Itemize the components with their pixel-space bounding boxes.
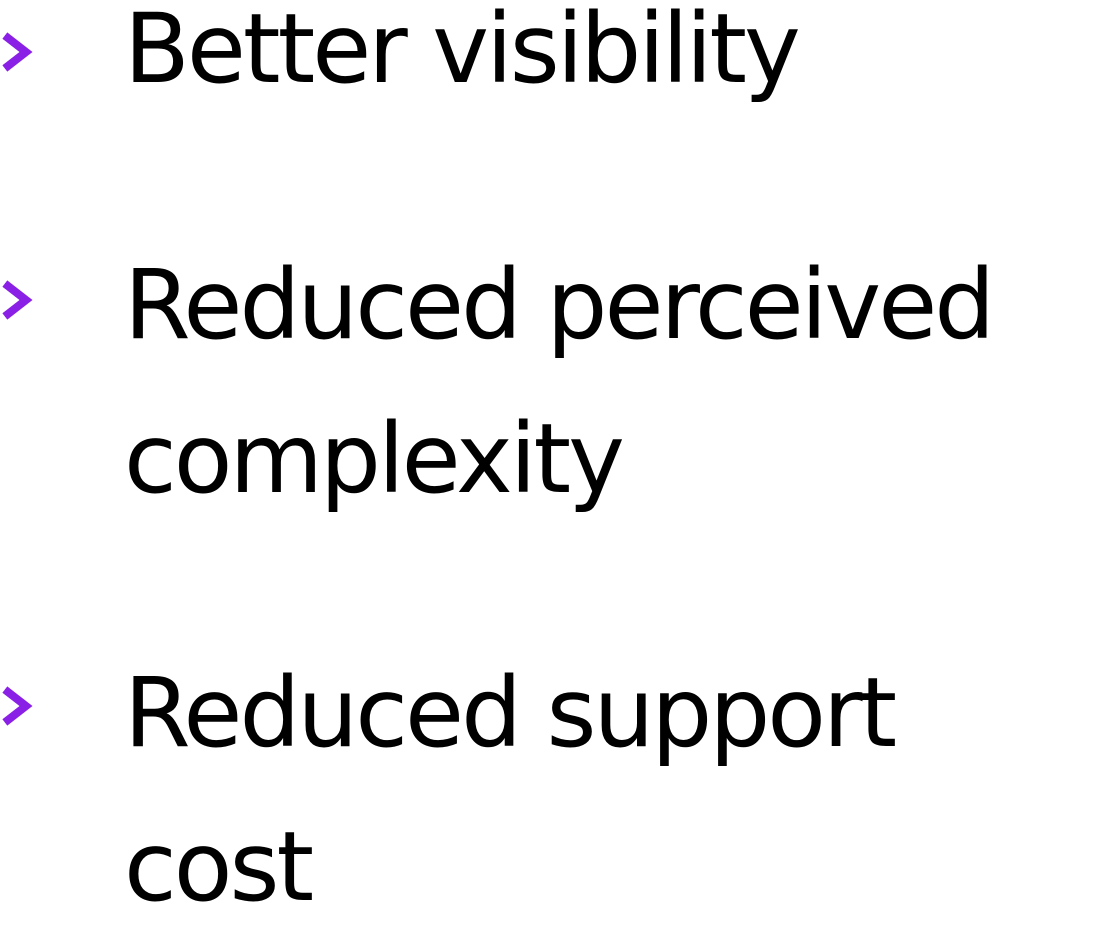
list-item-line: cost [124, 811, 314, 923]
list-item-line: Reduced support [124, 657, 897, 769]
list-item-line: Better visibility [124, 0, 801, 105]
list-item-text: Reduced support cost [124, 636, 897, 944]
chevron-right-icon [0, 280, 36, 320]
chevron-right-icon [0, 686, 36, 726]
chevron-right-icon [0, 32, 36, 72]
list-item-line: Reduced perceived [124, 249, 995, 361]
list-item-text: Reduced perceived complexity [124, 228, 995, 536]
list-item-text: Better visibility [124, 0, 801, 126]
list-item-line: complexity [124, 403, 625, 515]
